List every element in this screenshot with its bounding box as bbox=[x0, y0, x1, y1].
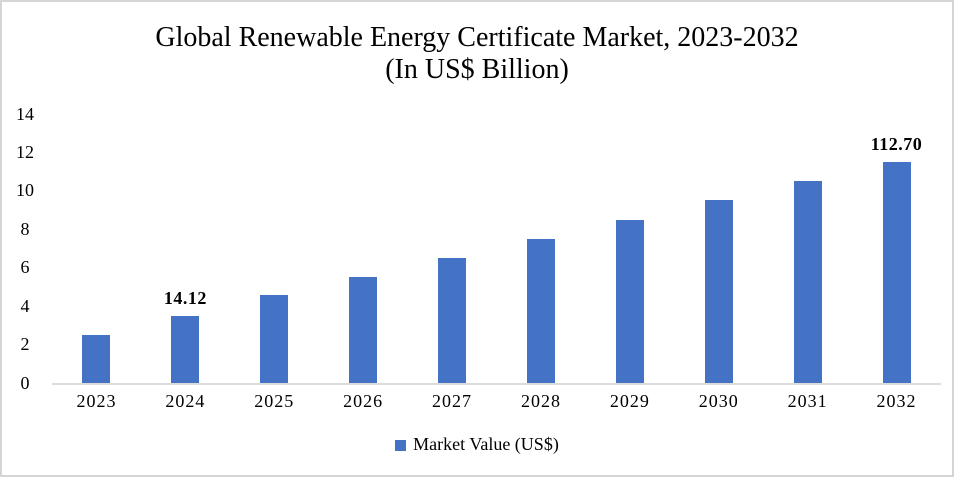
x-axis-label-2025: 2025 bbox=[254, 391, 295, 411]
legend-label: Market Value (US$) bbox=[413, 434, 559, 454]
x-axis-label-2026: 2026 bbox=[343, 391, 384, 411]
y-axis-tick-10: 10 bbox=[16, 180, 34, 201]
x-axis-label-2029: 2029 bbox=[609, 391, 650, 411]
bar-slot-2025: 2025 bbox=[230, 114, 319, 411]
bar-slot-2028: 2028 bbox=[497, 114, 586, 411]
bar-2028 bbox=[526, 238, 555, 383]
bar-2026 bbox=[349, 277, 378, 383]
bar-2032 bbox=[882, 162, 911, 383]
bar-2023 bbox=[82, 334, 111, 383]
bar-2031 bbox=[793, 181, 822, 383]
y-axis-tick-14: 14 bbox=[16, 103, 34, 124]
chart-title-line1: Global Renewable Energy Certificate Mark… bbox=[155, 22, 799, 53]
bar-slot-2030: 2030 bbox=[674, 114, 763, 411]
bar-2027 bbox=[438, 258, 467, 383]
bar-slot-2029: 2029 bbox=[585, 114, 674, 411]
y-axis-tick-4: 4 bbox=[20, 295, 30, 316]
x-axis-label-2028: 2028 bbox=[520, 391, 561, 411]
x-axis-label-2031: 2031 bbox=[787, 391, 828, 411]
legend: Market Value (US$) bbox=[2, 434, 952, 455]
y-axis-tick-0: 0 bbox=[20, 372, 30, 393]
bar-slot-2032: 112.70 2032 bbox=[852, 114, 941, 411]
data-label-2024: 14.12 bbox=[163, 287, 207, 308]
y-axis-tick-2: 2 bbox=[20, 334, 30, 355]
bar-2029 bbox=[615, 219, 644, 383]
x-axis-label-2024: 2024 bbox=[165, 391, 206, 411]
y-axis-tick-6: 6 bbox=[20, 257, 30, 278]
chart-title: Global Renewable Energy Certificate Mark… bbox=[2, 22, 952, 86]
bar-slot-2026: 2026 bbox=[319, 114, 408, 411]
data-label-2032: 112.70 bbox=[870, 134, 923, 155]
x-axis-label-2030: 2030 bbox=[698, 391, 739, 411]
x-axis-label-2032: 2032 bbox=[876, 391, 917, 411]
y-axis-tick-8: 8 bbox=[20, 218, 30, 239]
plot-area: 0 2 4 6 8 10 12 14 2023 14.12 2024 2025 2026 2027 2028… bbox=[16, 104, 941, 411]
bar-2024 bbox=[171, 315, 200, 383]
legend-marker-square bbox=[395, 440, 407, 451]
bar-slot-2024: 14.12 2024 bbox=[141, 114, 230, 411]
x-axis-label-2023: 2023 bbox=[76, 391, 117, 411]
bar-2030 bbox=[704, 200, 733, 383]
bar-2025 bbox=[260, 294, 289, 383]
chart-title-line2: (In US$ Billion) bbox=[385, 54, 569, 85]
y-axis-tick-12: 12 bbox=[16, 141, 34, 162]
bar-slot-2023: 2023 bbox=[52, 114, 141, 411]
x-axis-label-2027: 2027 bbox=[432, 391, 473, 411]
bar-slot-2031: 2031 bbox=[763, 114, 852, 411]
bar-slot-2027: 2027 bbox=[408, 114, 497, 411]
